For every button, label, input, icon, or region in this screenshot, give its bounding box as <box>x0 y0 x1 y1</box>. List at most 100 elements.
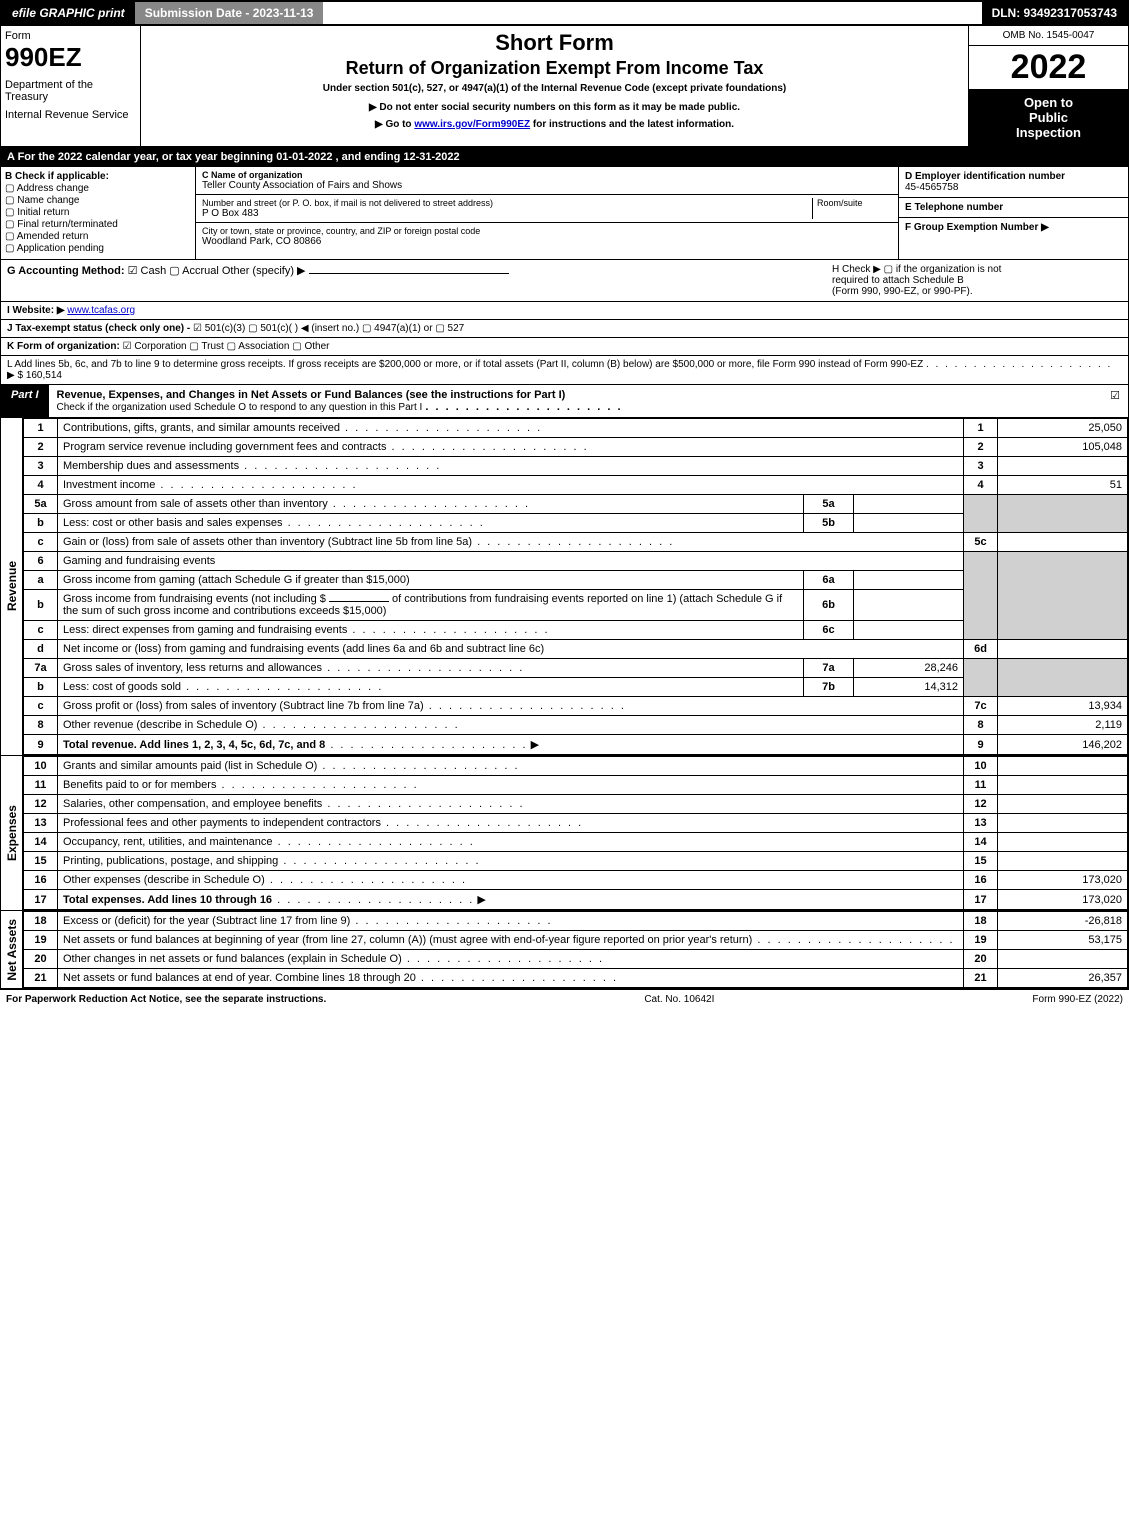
section-g: G Accounting Method: Cash Accrual Other … <box>7 264 822 297</box>
line-5ab-shaded-id <box>964 495 998 533</box>
go-to-post: for instructions and the latest informat… <box>530 119 734 130</box>
dots-19 <box>752 934 954 946</box>
netassets-table: 18 Excess or (deficit) for the year (Sub… <box>23 911 1128 988</box>
org-name-label: C Name of organization <box>202 170 892 180</box>
line-9-id: 9 <box>964 735 998 755</box>
expenses-lines: 10 Grants and similar amounts paid (list… <box>23 756 1128 910</box>
line-2-amount: 105,048 <box>998 438 1128 457</box>
line-6a-desc: Gross income from gaming (attach Schedul… <box>58 571 804 590</box>
chk-association[interactable]: Association <box>227 341 290 352</box>
line-1-desc: Contributions, gifts, grants, and simila… <box>63 422 340 434</box>
revenue-lines: 1 Contributions, gifts, grants, and simi… <box>23 418 1128 755</box>
irs-link[interactable]: www.irs.gov/Form990EZ <box>414 119 530 130</box>
chk-527[interactable]: 527 <box>435 323 464 334</box>
line-3-id: 3 <box>964 457 998 476</box>
chk-cash[interactable]: Cash <box>128 265 167 277</box>
line-11-desc: Benefits paid to or for members <box>63 779 216 791</box>
line-8-amount: 2,119 <box>998 716 1128 735</box>
line-17-arrow: ▶ <box>477 894 485 906</box>
line-12-desc: Salaries, other compensation, and employ… <box>63 798 322 810</box>
chk-trust[interactable]: Trust <box>189 341 223 352</box>
line-10-desc: Grants and similar amounts paid (list in… <box>63 760 317 772</box>
line-5b: b Less: cost or other basis and sales ex… <box>24 514 1128 533</box>
line-6d-id: 6d <box>964 640 998 659</box>
dots-21 <box>416 972 618 984</box>
efile-label: efile GRAPHIC print <box>2 2 135 24</box>
dots-4 <box>155 479 357 491</box>
line-9-desc: Total revenue. Add lines 1, 2, 3, 4, 5c,… <box>63 739 325 751</box>
line-8-desc: Other revenue (describe in Schedule O) <box>63 719 257 731</box>
line-15-desc: Printing, publications, postage, and shi… <box>63 855 278 867</box>
part1-check[interactable]: ☑ <box>1102 385 1128 417</box>
line-20-id: 20 <box>964 950 998 969</box>
line-6b-blank <box>329 601 389 602</box>
line-17-num: 17 <box>24 890 58 910</box>
footer-catalog: Cat. No. 10642I <box>326 994 1032 1005</box>
line-18-num: 18 <box>24 912 58 931</box>
dots-15 <box>278 855 480 867</box>
chk-501c3[interactable]: 501(c)(3) <box>193 323 245 334</box>
dots-8 <box>257 719 459 731</box>
chk-other-org[interactable]: Other <box>292 341 329 352</box>
netassets-section: Net Assets 18 Excess or (deficit) for th… <box>0 911 1129 989</box>
chk-501c[interactable]: 501(c)( ) ◀ (insert no.) <box>248 323 359 334</box>
chk-address-change[interactable]: Address change <box>5 183 191 194</box>
chk-corporation[interactable]: Corporation <box>123 341 187 352</box>
line-4-desc: Investment income <box>63 479 155 491</box>
ein-row: D Employer identification number 45-4565… <box>899 167 1128 198</box>
line-2-id: 2 <box>964 438 998 457</box>
line-15-id: 15 <box>964 852 998 871</box>
chk-final-return[interactable]: Final return/terminated <box>5 219 191 230</box>
section-l-text: L Add lines 5b, 6c, and 7b to line 9 to … <box>7 359 923 370</box>
line-16-desc: Other expenses (describe in Schedule O) <box>63 874 265 886</box>
chk-amended-return[interactable]: Amended return <box>5 231 191 242</box>
line-7b-subid: 7b <box>804 678 854 697</box>
chk-accrual[interactable]: Accrual <box>169 265 219 277</box>
line-21: 21 Net assets or fund balances at end of… <box>24 969 1128 988</box>
line-16-amount: 173,020 <box>998 871 1128 890</box>
line-6b-num: b <box>24 590 58 621</box>
chk-4947[interactable]: 4947(a)(1) or <box>362 323 433 334</box>
tax-exempt-label: J Tax-exempt status (check only one) - <box>7 323 190 334</box>
room-suite-label: Room/suite <box>812 198 892 219</box>
line-12-amount <box>998 795 1128 814</box>
line-15-amount <box>998 852 1128 871</box>
line-13-amount <box>998 814 1128 833</box>
section-h-line3: (Form 990, 990-EZ, or 990-PF). <box>832 286 1122 297</box>
chk-name-change[interactable]: Name change <box>5 195 191 206</box>
dots-13 <box>381 817 583 829</box>
go-to-instructions: ▶ Go to www.irs.gov/Form990EZ for instru… <box>149 119 960 130</box>
dots-5c <box>472 536 674 548</box>
line-13-num: 13 <box>24 814 58 833</box>
other-specify-line[interactable] <box>309 273 509 274</box>
dots-5b <box>283 517 485 529</box>
part1-sub: Check if the organization used Schedule … <box>57 402 423 413</box>
line-5c-num: c <box>24 533 58 552</box>
line-19-desc: Net assets or fund balances at beginning… <box>63 934 752 946</box>
return-title: Return of Organization Exempt From Incom… <box>149 58 960 79</box>
form-meta-block: OMB No. 1545-0047 2022 Open to Public In… <box>968 26 1128 146</box>
chk-other-specify[interactable]: Other (specify) ▶ <box>222 265 306 277</box>
line-5c-id: 5c <box>964 533 998 552</box>
org-addr: P O Box 483 <box>202 208 812 219</box>
line-12-id: 12 <box>964 795 998 814</box>
line-3-num: 3 <box>24 457 58 476</box>
org-name: Teller County Association of Fairs and S… <box>202 180 892 191</box>
line-7b-desc: Less: cost of goods sold <box>63 681 181 693</box>
line-19-num: 19 <box>24 931 58 950</box>
line-7b: b Less: cost of goods sold 7b 14,312 <box>24 678 1128 697</box>
revenue-table: 1 Contributions, gifts, grants, and simi… <box>23 418 1128 755</box>
dots-part1 <box>425 401 622 413</box>
line-17-amount: 173,020 <box>998 890 1128 910</box>
line-4-num: 4 <box>24 476 58 495</box>
expenses-vlabel-col: Expenses <box>1 756 23 910</box>
chk-initial-return[interactable]: Initial return <box>5 207 191 218</box>
website-link[interactable]: www.tcafas.org <box>67 305 135 316</box>
dots-9 <box>325 739 527 751</box>
dots-16 <box>265 874 467 886</box>
line-7ab-shaded-id <box>964 659 998 697</box>
line-15: 15 Printing, publications, postage, and … <box>24 852 1128 871</box>
line-6b-desc-cell: Gross income from fundraising events (no… <box>58 590 804 621</box>
chk-application-pending[interactable]: Application pending <box>5 243 191 254</box>
line-1: 1 Contributions, gifts, grants, and simi… <box>24 419 1128 438</box>
